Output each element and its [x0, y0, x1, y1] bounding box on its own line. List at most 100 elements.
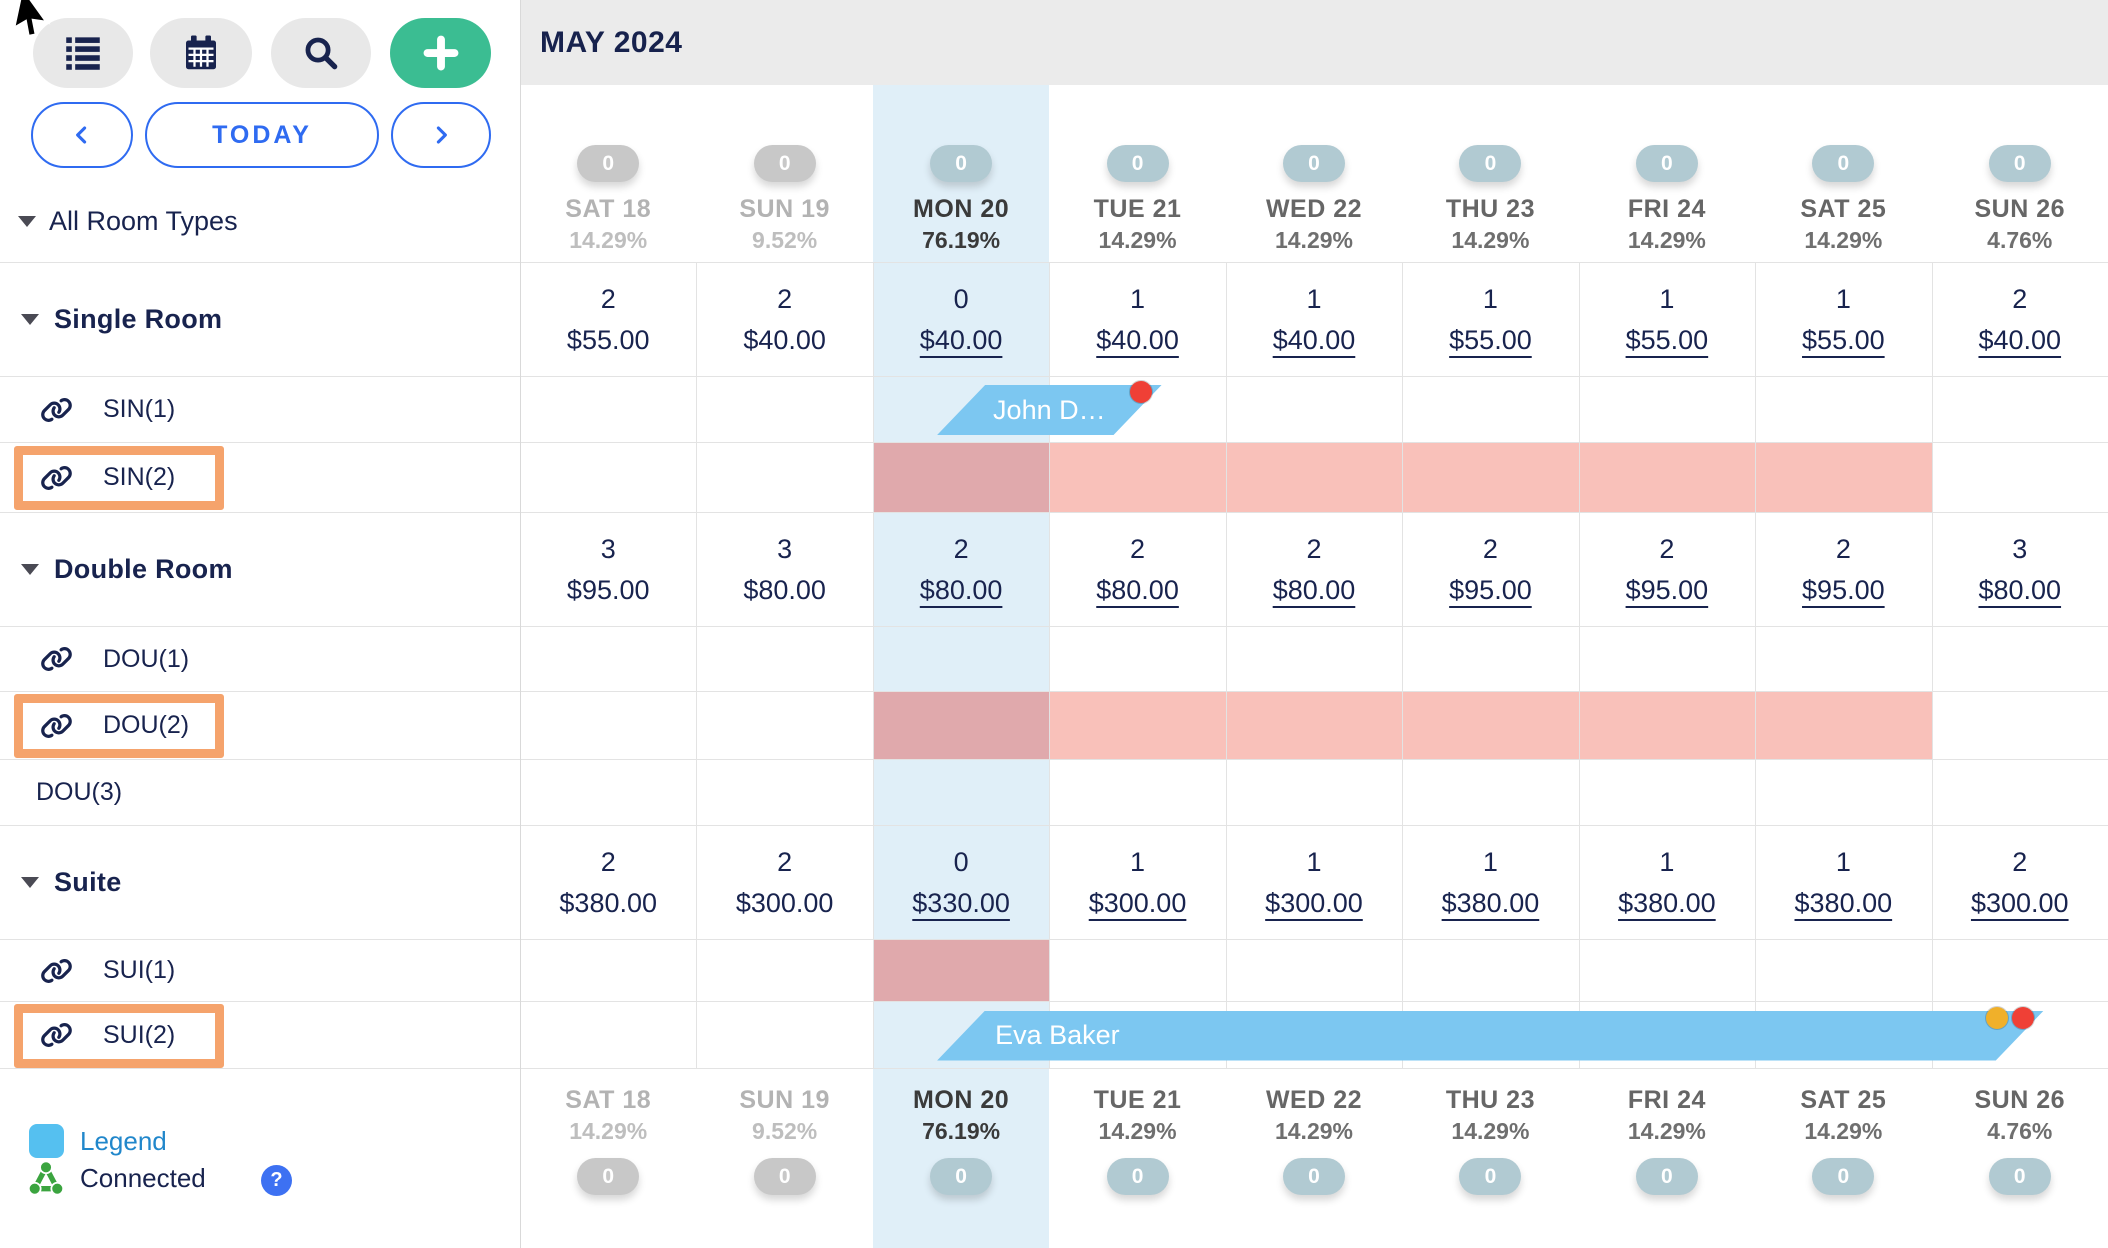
room-day-cell[interactable] — [1226, 760, 1402, 825]
availability-rate-cell[interactable]: 1 $40.00 — [1226, 263, 1402, 376]
availability-rate-cell[interactable]: 2 $300.00 — [1932, 826, 2108, 939]
rate-price[interactable]: $40.00 — [919, 324, 1003, 355]
room-day-cell[interactable] — [1049, 760, 1225, 825]
availability-rate-cell[interactable]: 2 $95.00 — [1579, 513, 1755, 626]
today-button[interactable]: TODAY — [145, 102, 379, 168]
availability-rate-cell[interactable]: 3 $80.00 — [1932, 513, 2108, 626]
next-period-button[interactable] — [391, 102, 491, 168]
availability-rate-cell[interactable]: 2 $40.00 — [1932, 263, 2108, 376]
availability-rate-cell[interactable]: 1 $55.00 — [1755, 263, 1931, 376]
day-label: TUE 21 — [1093, 1086, 1182, 1114]
room-day-cell[interactable] — [1755, 627, 1931, 691]
room-cell[interactable]: SIN(1) — [0, 377, 520, 442]
room-day-cell[interactable] — [873, 627, 1049, 691]
room-cell[interactable]: DOU(2) — [0, 692, 520, 759]
room-day-cell[interactable] — [1402, 940, 1578, 1001]
room-day-cell[interactable] — [1755, 377, 1931, 442]
rate-price[interactable]: $80.00 — [1096, 574, 1179, 605]
rate-price[interactable]: $380.00 — [1441, 887, 1540, 918]
room-type-header[interactable]: Single Room — [0, 263, 520, 376]
availability-rate-cell[interactable]: 1 $40.00 — [1049, 263, 1225, 376]
rate-price[interactable]: $40.00 — [1096, 324, 1179, 355]
room-cell[interactable]: SIN(2) — [0, 443, 520, 512]
rate-price[interactable]: $95.00 — [1625, 574, 1709, 605]
availability-rate-cell[interactable]: 1 $300.00 — [1049, 826, 1225, 939]
room-day-cell[interactable] — [1402, 627, 1578, 691]
room-day-cell[interactable] — [873, 760, 1049, 825]
room-day-cell[interactable] — [1579, 377, 1755, 442]
room-cell[interactable]: DOU(3) — [0, 760, 520, 825]
room-day-cell[interactable] — [1049, 940, 1225, 1001]
room-day-cell — [696, 760, 872, 825]
rate-price[interactable]: $330.00 — [912, 887, 1010, 918]
rate-price[interactable]: $300.00 — [1088, 887, 1187, 918]
room-cell[interactable]: DOU(1) — [0, 627, 520, 691]
room-type-header[interactable]: Double Room — [0, 513, 520, 626]
availability-rate-cell[interactable]: 2 $80.00 — [873, 513, 1049, 626]
availability-rate-cell[interactable]: 2 $80.00 — [1226, 513, 1402, 626]
room-day-cell[interactable] — [1932, 443, 2108, 512]
room-day-cell[interactable] — [1932, 377, 2108, 442]
room-day-cell — [520, 443, 696, 512]
room-type-header[interactable]: Suite — [0, 826, 520, 939]
rate-price[interactable]: $95.00 — [1449, 574, 1532, 605]
availability-rate-cell[interactable]: 2 $80.00 — [1049, 513, 1225, 626]
room-day-cell[interactable] — [1226, 940, 1402, 1001]
calendar-view-button[interactable] — [150, 18, 252, 88]
rate-price[interactable]: $80.00 — [919, 574, 1003, 605]
rate-price[interactable]: $40.00 — [1272, 324, 1356, 355]
room-day-cell[interactable] — [1579, 940, 1755, 1001]
all-room-types-label: All Room Types — [49, 206, 238, 236]
rate-price[interactable]: $380.00 — [1618, 887, 1716, 918]
guest-name: Eva Baker — [995, 1020, 1120, 1050]
day-occupancy: 14.29% — [569, 1118, 648, 1144]
add-booking-button[interactable] — [390, 18, 491, 88]
room-day-cell[interactable] — [1402, 760, 1578, 825]
rate-price[interactable]: $80.00 — [1978, 574, 2062, 605]
room-cell[interactable]: SUI(1) — [0, 940, 520, 1001]
booking-bar[interactable]: Eva Baker — [937, 1011, 2044, 1061]
rate-price[interactable]: $95.00 — [1802, 574, 1885, 605]
room-day-cell[interactable] — [1579, 627, 1755, 691]
availability-rate-cell[interactable]: 1 $380.00 — [1402, 826, 1578, 939]
availability-rate-cell[interactable]: 1 $380.00 — [1579, 826, 1755, 939]
room-day-cell[interactable] — [1226, 377, 1402, 442]
room-day-cell[interactable] — [1932, 940, 2108, 1001]
availability-rate-cell[interactable]: 0 $40.00 — [873, 263, 1049, 376]
room-cell[interactable]: SUI(2) — [0, 1002, 520, 1068]
room-day-cell[interactable] — [1932, 627, 2108, 691]
room-day-cell[interactable] — [1932, 760, 2108, 825]
list-view-button[interactable] — [33, 18, 133, 88]
availability-rate-cell[interactable]: 2 $95.00 — [1402, 513, 1578, 626]
room-day-cell[interactable] — [1402, 377, 1578, 442]
room-day-cell[interactable] — [1226, 627, 1402, 691]
search-button[interactable] — [271, 18, 371, 88]
rate-price[interactable]: $55.00 — [1449, 324, 1532, 355]
rate-price[interactable]: $55.00 — [1802, 324, 1885, 355]
availability-rate-cell[interactable]: 1 $300.00 — [1226, 826, 1402, 939]
all-room-types-toggle[interactable]: All Room Types — [18, 206, 238, 237]
rate-price[interactable]: $55.00 — [1625, 324, 1709, 355]
room-day-cell[interactable] — [1755, 940, 1931, 1001]
rate-price[interactable]: $300.00 — [1970, 887, 2069, 918]
availability-count: 1 — [1835, 846, 1851, 877]
rate-price[interactable]: $300.00 — [1265, 887, 1363, 918]
room-day-cell[interactable] — [1579, 760, 1755, 825]
help-button[interactable]: ? — [261, 1165, 292, 1196]
prev-period-button[interactable] — [31, 102, 133, 168]
room-day-cell — [520, 377, 696, 442]
room-day-cell[interactable] — [1932, 692, 2108, 759]
day-footer-cell: WED 22 14.29% 0 — [1226, 1069, 1402, 1248]
collapse-chevron-icon — [21, 877, 39, 888]
room-day-cell[interactable] — [1755, 760, 1931, 825]
rate-price[interactable]: $380.00 — [1794, 887, 1893, 918]
rate-price[interactable]: $40.00 — [1978, 324, 2062, 355]
rate-price[interactable]: $80.00 — [1272, 574, 1356, 605]
availability-rate-cell[interactable]: 1 $380.00 — [1755, 826, 1931, 939]
availability-rate-cell[interactable]: 0 $330.00 — [873, 826, 1049, 939]
availability-rate-cell[interactable]: 1 $55.00 — [1402, 263, 1578, 376]
availability-rate-cell[interactable]: 1 $55.00 — [1579, 263, 1755, 376]
room-highlight-box — [14, 1003, 224, 1068]
room-day-cell[interactable] — [1049, 627, 1225, 691]
availability-rate-cell[interactable]: 2 $95.00 — [1755, 513, 1931, 626]
